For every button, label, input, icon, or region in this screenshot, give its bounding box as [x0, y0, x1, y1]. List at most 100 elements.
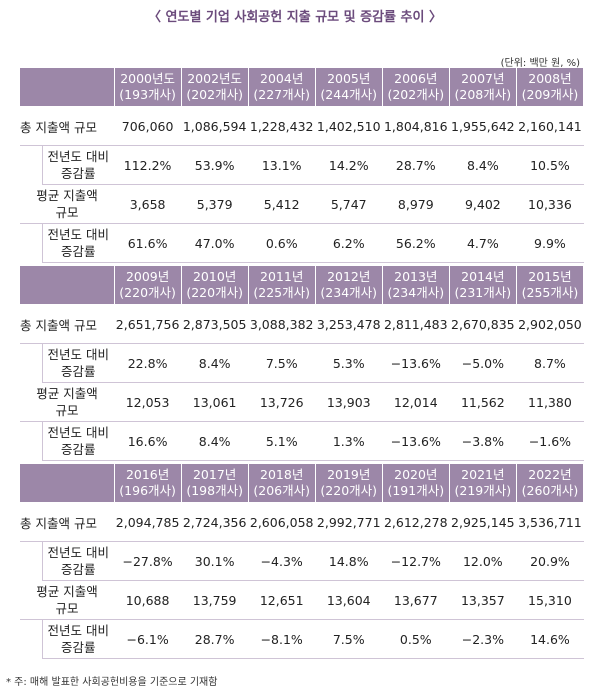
row-label: 전년도 대비 증감률	[41, 421, 115, 461]
row-label-line: 전년도 대비	[47, 347, 110, 362]
value-cell: −8.1%	[248, 619, 316, 659]
value-cell: −5.0%	[449, 343, 517, 383]
year-label: 2006년	[394, 71, 438, 86]
year-header: 2002년도 (202개사)	[181, 68, 249, 107]
company-count: (220개사)	[186, 285, 243, 300]
value-cell: 12,053	[114, 382, 182, 422]
value-cell: 53.9%	[181, 145, 249, 185]
row-label-line: 전년도 대비	[47, 425, 110, 440]
year-label: 2008년	[528, 71, 572, 86]
value-cell: 13,677	[382, 580, 450, 620]
company-count: (198개사)	[186, 483, 243, 498]
company-count: (202개사)	[186, 87, 243, 102]
year-header: 2018년 (206개사)	[248, 464, 316, 503]
company-count: (225개사)	[253, 285, 310, 300]
year-header: 2004년 (227개사)	[248, 68, 316, 107]
company-count: (260개사)	[521, 483, 579, 498]
value-cell: 28.7%	[382, 145, 450, 185]
value-cell: 2,925,145	[449, 502, 517, 542]
year-label: 2002년도	[187, 71, 243, 86]
company-count: (244개사)	[320, 87, 378, 102]
year-header: 2020년 (191개사)	[382, 464, 450, 503]
value-cell: 2,670,835	[449, 304, 517, 344]
header-row: 2016년 (196개사) 2017년 (198개사) 2018년 (206개사) 2019…	[20, 464, 585, 503]
year-label: 2014년	[461, 269, 505, 284]
value-cell: 2,160,141	[516, 106, 584, 146]
year-label: 2011년	[260, 269, 304, 284]
year-label: 2012년	[327, 269, 371, 284]
row-label: 전년도 대비 증감률	[41, 541, 115, 581]
value-cell: 2,992,771	[315, 502, 383, 542]
value-cell: 112.2%	[114, 145, 182, 185]
year-header: 2009년 (220개사)	[114, 266, 182, 305]
value-cell: 10,688	[114, 580, 182, 620]
row-label-line: 평균 지출액	[36, 386, 98, 401]
value-cell: 13,604	[315, 580, 383, 620]
year-header: 2014년 (231개사)	[449, 266, 517, 305]
year-header: 2012년 (234개사)	[315, 266, 383, 305]
avg-row: 평균 지출액 규모 10,688 13,759 12,651 13,604 13,677 13…	[20, 580, 584, 620]
value-cell: 12.0%	[449, 541, 517, 581]
value-cell: 9.9%	[516, 223, 584, 263]
value-cell: 12,651	[248, 580, 316, 620]
avg-yoy-row: 전년도 대비 증감률 16.6% 8.4% 5.1% 1.3% −13.6% −3.8% −1.…	[20, 421, 584, 461]
total-row: 총 지출액 규모 706,060 1,086,594 1,228,432 1,402,5…	[20, 106, 584, 146]
stats-table-3: 2016년 (196개사) 2017년 (198개사) 2018년 (206개사) 2019…	[20, 464, 585, 659]
row-label: 평균 지출액 규모	[20, 580, 115, 620]
value-cell: 56.2%	[382, 223, 450, 263]
row-label-line: 증감률	[61, 166, 96, 181]
value-cell: 5.3%	[315, 343, 383, 383]
company-count: (231개사)	[454, 285, 512, 300]
value-cell: −3.8%	[449, 421, 517, 461]
year-label: 2019년	[327, 467, 371, 482]
value-cell: 8.4%	[181, 421, 249, 461]
value-cell: 7.5%	[248, 343, 316, 383]
year-label: 2022년	[528, 467, 572, 482]
value-cell: 0.5%	[382, 619, 450, 659]
value-cell: 3,658	[114, 184, 182, 224]
row-label: 총 지출액 규모	[20, 502, 115, 542]
value-cell: −2.3%	[449, 619, 517, 659]
value-cell: 3,253,478	[315, 304, 383, 344]
stats-table-1: 2000년도 (193개사) 2002년도 (202개사) 2004년 (227개사) 20…	[20, 68, 585, 263]
value-cell: 11,380	[516, 382, 584, 422]
company-count: (255개사)	[521, 285, 579, 300]
row-label: 총 지출액 규모	[20, 106, 115, 146]
value-cell: 706,060	[114, 106, 182, 146]
row-label-line: 규모	[55, 403, 79, 418]
value-cell: 47.0%	[181, 223, 249, 263]
value-cell: 14.2%	[315, 145, 383, 185]
value-cell: 8.4%	[449, 145, 517, 185]
value-cell: 13,759	[181, 580, 249, 620]
company-count: (193개사)	[119, 87, 176, 102]
value-cell: 8.4%	[181, 343, 249, 383]
year-label: 2016년	[125, 467, 170, 482]
value-cell: 61.6%	[114, 223, 182, 263]
row-label: 전년도 대비 증감률	[41, 343, 115, 383]
year-header: 2005년 (244개사)	[315, 68, 383, 107]
footnote: * 주: 매해 발표한 사회공헌비용을 기준으로 기재함	[6, 677, 218, 688]
value-cell: 13,357	[449, 580, 517, 620]
value-cell: 12,014	[382, 382, 450, 422]
row-label-line: 전년도 대비	[47, 149, 110, 164]
company-count: (202개사)	[387, 87, 445, 102]
year-header: 2010년 (220개사)	[181, 266, 249, 305]
value-cell: 1,228,432	[248, 106, 316, 146]
row-label-line: 전년도 대비	[47, 545, 110, 560]
company-count: (234개사)	[387, 285, 445, 300]
value-cell: 2,612,278	[382, 502, 450, 542]
value-cell: 2,724,356	[181, 502, 249, 542]
value-cell: −27.8%	[114, 541, 182, 581]
value-cell: 2,651,756	[114, 304, 182, 344]
year-header: 2016년 (196개사)	[114, 464, 182, 503]
avg-yoy-row: 전년도 대비 증감률 −6.1% 28.7% −8.1% 7.5% 0.5% −2.3% 14.…	[20, 619, 584, 659]
value-cell: 14.6%	[516, 619, 584, 659]
value-cell: −13.6%	[382, 421, 450, 461]
value-cell: 8,979	[382, 184, 450, 224]
value-cell: 13.1%	[248, 145, 316, 185]
company-count: (220개사)	[119, 285, 176, 300]
value-cell: 10.5%	[516, 145, 584, 185]
value-cell: 5,747	[315, 184, 383, 224]
value-cell: −6.1%	[114, 619, 182, 659]
value-cell: −12.7%	[382, 541, 450, 581]
